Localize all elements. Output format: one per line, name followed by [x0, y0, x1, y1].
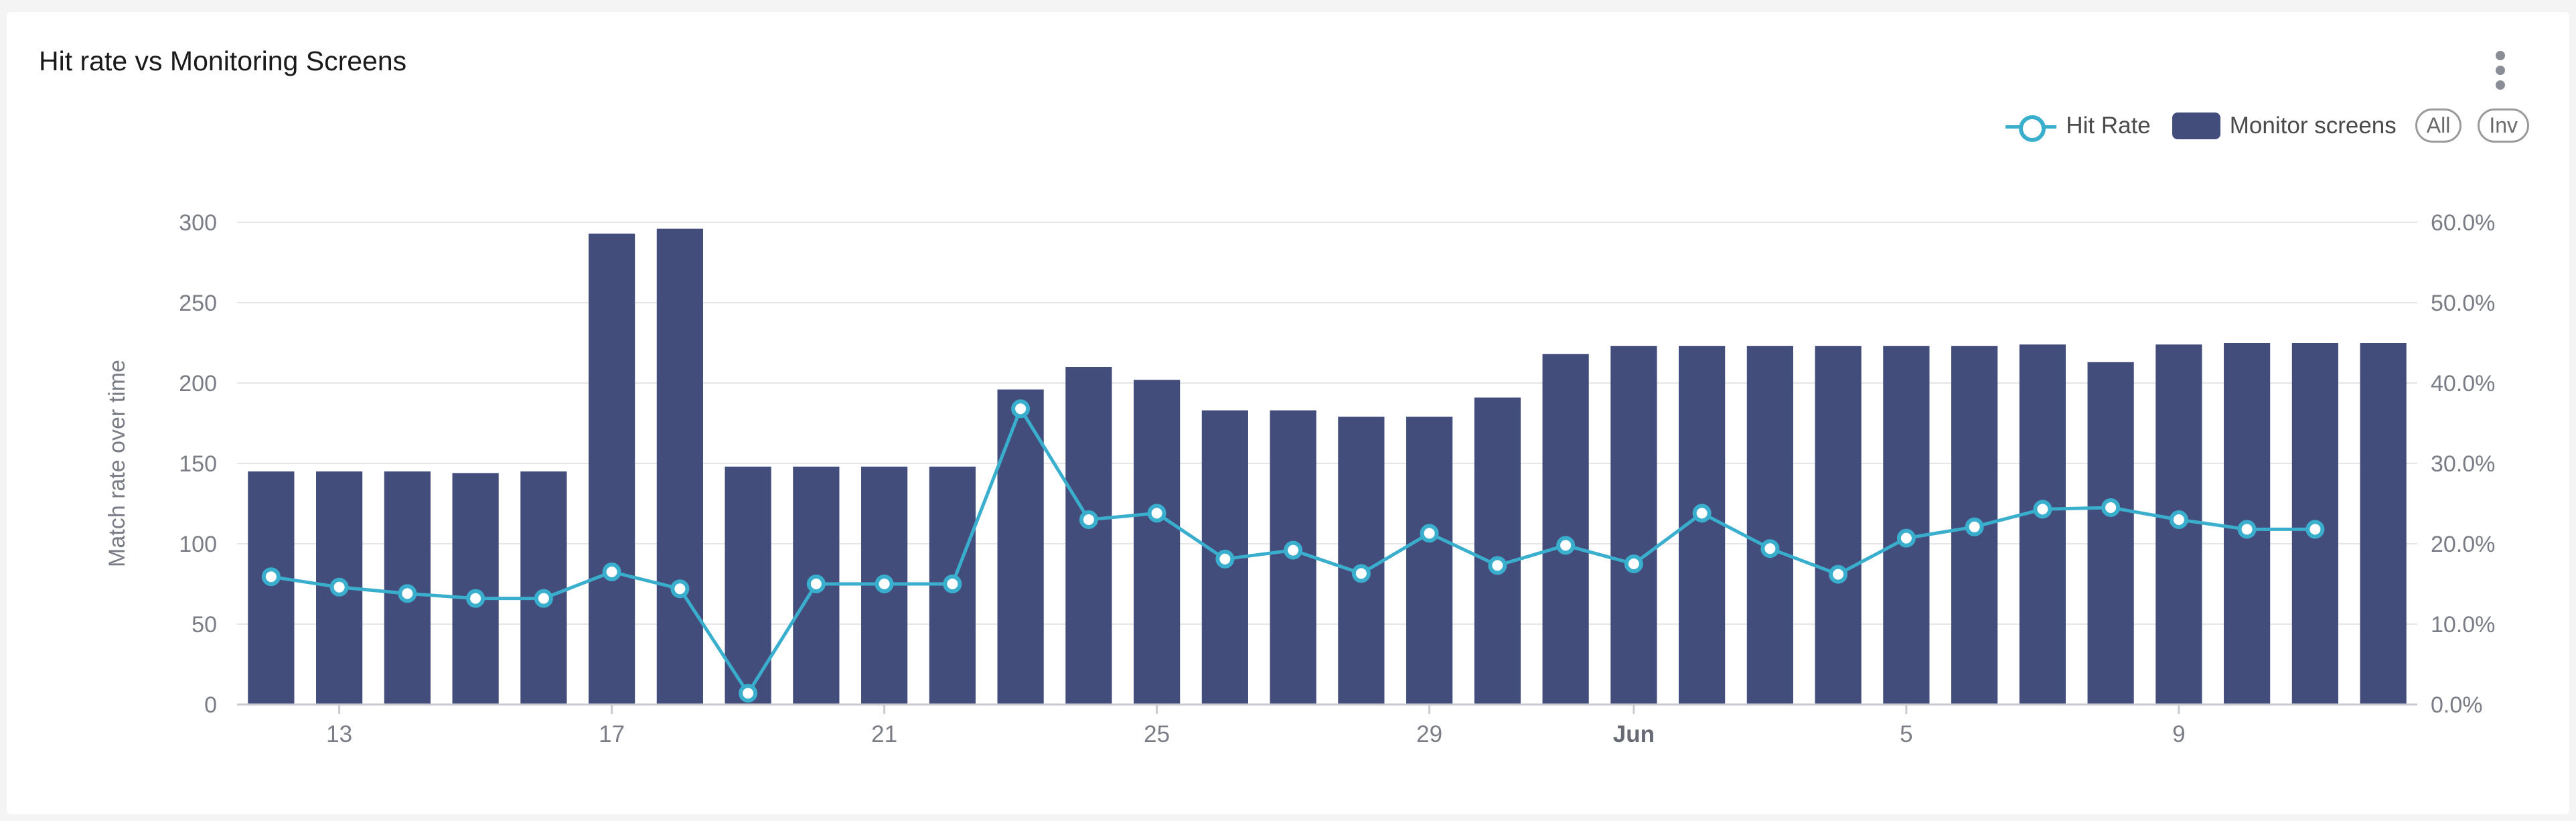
x-axis-tick-label: 21 [871, 721, 897, 747]
bar-swatch-icon [2172, 112, 2220, 139]
x-axis-tick-label: 17 [599, 721, 625, 747]
hit-rate-point [1488, 556, 1507, 575]
hit-rate-point [943, 575, 962, 593]
hit-rate-point [1692, 504, 1712, 523]
hit-rate-point [739, 684, 758, 703]
bar [725, 466, 771, 704]
x-axis-tick-label: 13 [326, 721, 352, 747]
hit-rate-point [1420, 524, 1439, 543]
hit-rate-point [1896, 528, 1916, 548]
bar [1542, 354, 1589, 704]
bar [248, 471, 295, 704]
hit-rate-point [1284, 540, 1303, 560]
hit-rate-point [1351, 564, 1371, 583]
hit-rate-point [261, 567, 281, 587]
y2-axis-tick-label: 0.0% [2431, 692, 2483, 718]
y2-axis-tick-label: 20.0% [2431, 532, 2495, 557]
legend-item-monitor-screens[interactable]: Monitor screens [2172, 112, 2397, 139]
bar [1065, 367, 1112, 704]
y2-axis-tick-label: 10.0% [2431, 612, 2495, 638]
hit-rate-point [1215, 549, 1235, 569]
x-axis-tick-label: Jun [1613, 721, 1655, 747]
y2-axis-tick-label: 60.0% [2431, 210, 2495, 236]
chart-legend: Hit Rate Monitor screens All Inv [2005, 108, 2529, 143]
hit-rate-point [1965, 517, 1984, 536]
hit-rate-point [329, 577, 349, 597]
hit-rate-point [806, 575, 826, 593]
y-axis-tick-label: 50 [192, 612, 217, 638]
x-axis-tick-label: 5 [1900, 721, 1912, 747]
bar [1406, 417, 1453, 704]
legend-invert-button[interactable]: Inv [2478, 108, 2529, 143]
bar [1815, 346, 1862, 704]
hit-rate-point [1011, 399, 1031, 419]
bar [1746, 346, 1793, 704]
bar [589, 233, 635, 704]
bar [2019, 344, 2066, 704]
hit-rate-point [2169, 510, 2188, 529]
hit-rate-point [670, 579, 690, 599]
x-axis-tick-label: 9 [2172, 721, 2185, 747]
y2-axis-tick-label: 40.0% [2431, 371, 2495, 396]
hit-rate-point [1147, 504, 1166, 523]
y2-axis-tick-label: 30.0% [2431, 451, 2495, 477]
legend-all-button[interactable]: All [2415, 108, 2462, 143]
y-axis-title: Match rate over time [104, 360, 130, 567]
hit-rate-point [466, 589, 485, 608]
x-axis-tick-label: 25 [1144, 721, 1170, 747]
y2-axis-tick-label: 50.0% [2431, 291, 2495, 316]
hit-rate-point [1556, 536, 1576, 555]
hit-rate-point [1079, 510, 1098, 529]
legend-item-hit-rate[interactable]: Hit Rate [2005, 112, 2151, 142]
y-axis-tick-label: 250 [179, 291, 217, 316]
hit-rate-point [1624, 554, 1643, 573]
kebab-menu-icon[interactable] [2492, 51, 2508, 98]
hit-rate-point [2305, 520, 2325, 539]
y-axis-tick-label: 0 [204, 692, 217, 718]
y-axis-tick-label: 300 [179, 210, 217, 236]
hit-rate-point [398, 584, 417, 603]
bar [997, 389, 1044, 704]
hit-rate-point [602, 563, 621, 581]
bar [1338, 417, 1385, 704]
hit-rate-point [2237, 520, 2257, 539]
bar [656, 228, 703, 705]
hit-rate-point [1760, 539, 1780, 558]
y-axis-tick-label: 200 [179, 371, 217, 396]
y-axis-tick-label: 100 [179, 532, 217, 557]
bar [452, 473, 499, 704]
hit-rate-point [1829, 565, 1848, 584]
hit-rate-point [2101, 498, 2121, 517]
hit-rate-point [875, 575, 894, 593]
bar [1883, 346, 1930, 704]
bar [1134, 380, 1181, 704]
legend-label-hit-rate: Hit Rate [2066, 112, 2151, 139]
hit-rate-point [2033, 500, 2052, 519]
line-marker-icon [2005, 113, 2057, 142]
legend-label-monitor-screens: Monitor screens [2229, 112, 2397, 139]
x-axis-tick-label: 29 [1416, 721, 1442, 747]
bar [1474, 397, 1521, 704]
bar [1610, 346, 1657, 704]
bar [2360, 343, 2407, 704]
bar [520, 471, 567, 704]
bar [2087, 362, 2134, 704]
y-axis-tick-label: 150 [179, 451, 217, 477]
hit-rate-point [534, 589, 553, 608]
chart-title: Hit rate vs Monitoring Screens [39, 46, 407, 76]
